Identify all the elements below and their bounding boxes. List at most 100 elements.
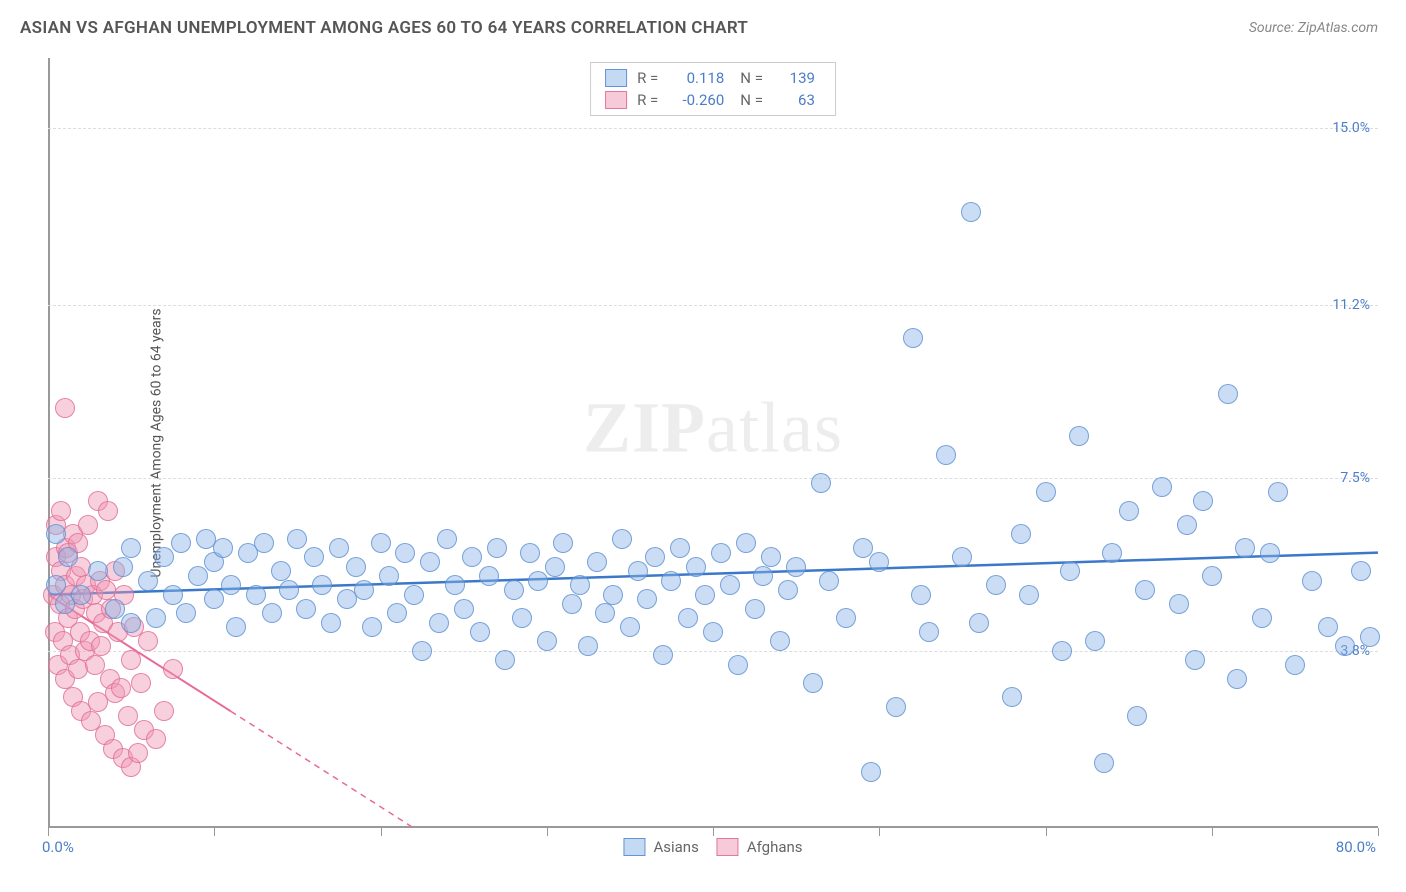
data-point [121, 538, 141, 558]
x-tick [1378, 828, 1379, 836]
data-point [661, 571, 681, 591]
data-point [545, 557, 565, 577]
data-point [163, 585, 183, 605]
data-point [936, 445, 956, 465]
data-point [1102, 543, 1122, 563]
data-point [1119, 501, 1139, 521]
data-point [836, 608, 856, 628]
data-point [570, 575, 590, 595]
data-point [753, 566, 773, 586]
data-point [113, 557, 133, 577]
data-point [1002, 687, 1022, 707]
data-point [886, 697, 906, 717]
x-tick [48, 828, 49, 836]
data-point [154, 701, 174, 721]
data-point [387, 603, 407, 623]
grid-line [48, 305, 1378, 306]
data-point [1011, 524, 1031, 544]
data-point [131, 673, 151, 693]
data-point [1218, 384, 1238, 404]
data-point [637, 589, 657, 609]
data-point [603, 585, 623, 605]
y-axis-line [48, 58, 50, 828]
data-point [1019, 585, 1039, 605]
data-point [537, 631, 557, 651]
legend-correlation: R = 0.118 N = 139 R = -0.260 N = 63 [590, 62, 836, 116]
legend-label: Asians [653, 838, 698, 856]
data-point [578, 636, 598, 656]
data-point [1335, 636, 1355, 656]
data-point [903, 328, 923, 348]
data-point [138, 571, 158, 591]
legend-r-label: R = [637, 91, 658, 109]
data-point [645, 547, 665, 567]
data-point [1169, 594, 1189, 614]
data-point [312, 575, 332, 595]
data-point [479, 566, 499, 586]
data-point [1318, 617, 1338, 637]
data-point [462, 547, 482, 567]
data-point [138, 631, 158, 651]
data-point [176, 603, 196, 623]
legend-r-value: 0.118 [674, 69, 724, 87]
y-tick-label: 11.2% [1332, 297, 1370, 313]
y-tick-label: 15.0% [1332, 120, 1370, 136]
legend-series: Asians Afghans [623, 838, 802, 856]
data-point [246, 585, 266, 605]
data-point [362, 617, 382, 637]
data-point [1152, 477, 1172, 497]
data-point [986, 575, 1006, 595]
data-point [221, 575, 241, 595]
data-point [1285, 655, 1305, 675]
data-point [1360, 627, 1380, 647]
chart-container: ZIPatlas Unemployment Among Ages 60 to 6… [48, 58, 1378, 828]
x-tick [713, 828, 714, 836]
x-tick [381, 828, 382, 836]
data-point [395, 543, 415, 563]
data-point [46, 575, 66, 595]
data-point [279, 580, 299, 600]
data-point [1177, 515, 1197, 535]
data-point [520, 543, 540, 563]
y-tick-label: 7.5% [1340, 470, 1370, 486]
data-point [78, 515, 98, 535]
data-point [371, 533, 391, 553]
data-point [354, 580, 374, 600]
data-point [612, 529, 632, 549]
data-point [745, 599, 765, 619]
data-point [952, 547, 972, 567]
data-point [454, 599, 474, 619]
data-point [1036, 482, 1056, 502]
legend-n-value: 63 [779, 91, 815, 109]
data-point [437, 529, 457, 549]
data-point [736, 533, 756, 553]
data-point [728, 655, 748, 675]
data-point [528, 571, 548, 591]
data-point [803, 673, 823, 693]
data-point [1193, 491, 1213, 511]
data-point [861, 762, 881, 782]
data-point [420, 552, 440, 572]
legend-r-value: -0.260 [674, 91, 724, 109]
data-point [1069, 426, 1089, 446]
source-attribution: Source: ZipAtlas.com [1249, 20, 1378, 36]
data-point [1185, 650, 1205, 670]
data-point [720, 575, 740, 595]
data-point [1260, 543, 1280, 563]
data-point [262, 603, 282, 623]
data-point [46, 524, 66, 544]
grid-line [48, 651, 1378, 652]
legend-label: Afghans [747, 838, 803, 856]
data-point [346, 557, 366, 577]
data-point [1135, 580, 1155, 600]
legend-item: Afghans [717, 838, 803, 856]
data-point [487, 538, 507, 558]
data-point [321, 613, 341, 633]
legend-r-label: R = [637, 69, 658, 87]
x-tick [1212, 828, 1213, 836]
legend-swatch [623, 838, 645, 856]
data-point [919, 622, 939, 642]
data-point [379, 566, 399, 586]
trend-lines [48, 58, 1378, 828]
legend-swatch [605, 91, 627, 109]
